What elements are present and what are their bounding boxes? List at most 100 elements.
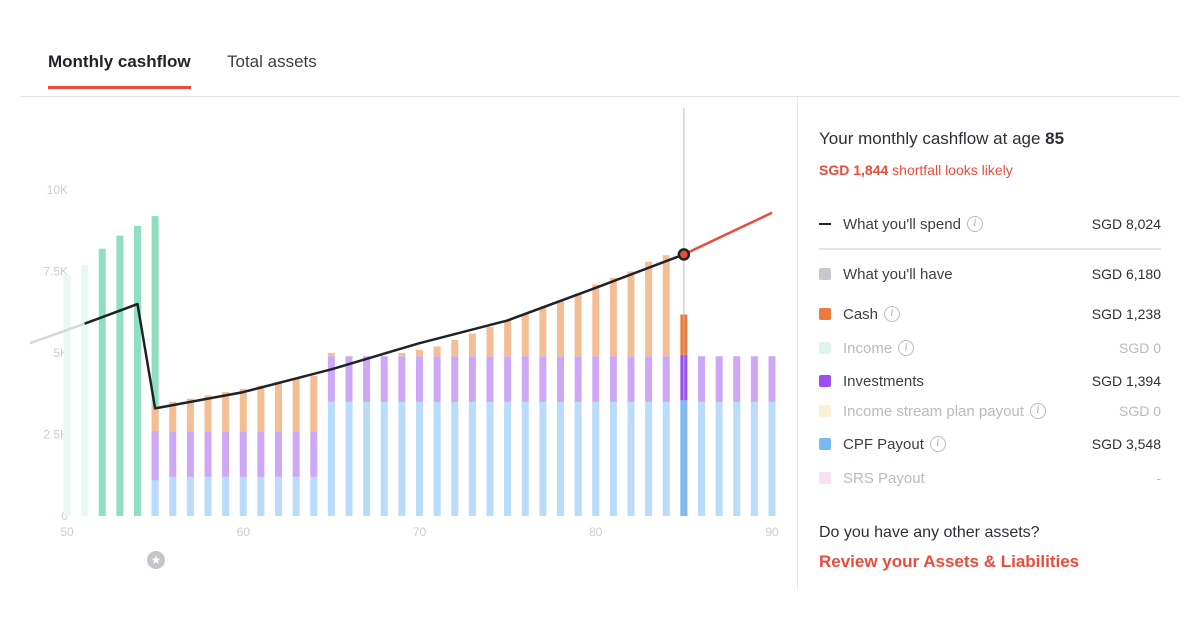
cpf-payout-bar-segment[interactable] <box>645 401 653 516</box>
investments-bar-segment[interactable] <box>327 356 335 402</box>
investments-bar-segment[interactable] <box>380 356 388 402</box>
investments-bar-segment[interactable] <box>222 431 230 477</box>
cash-bar-segment[interactable] <box>151 405 159 432</box>
investments-bar-segment[interactable] <box>169 431 177 477</box>
investments-bar-segment[interactable] <box>609 356 617 402</box>
cpf-payout-bar-segment[interactable] <box>574 401 582 516</box>
cash-bar-segment[interactable] <box>186 398 194 432</box>
investments-bar-segment[interactable] <box>768 356 776 402</box>
cpf-payout-bar-segment[interactable] <box>521 401 529 516</box>
investments-bar-segment[interactable] <box>451 356 459 402</box>
cash-bar-segment[interactable] <box>327 353 335 357</box>
investments-bar-segment[interactable] <box>627 356 635 402</box>
investments-bar-segment[interactable] <box>151 431 159 481</box>
cpf-payout-bar-segment[interactable] <box>416 401 423 516</box>
cash-bar-segment[interactable] <box>486 326 494 357</box>
cpf-payout-bar-segment[interactable] <box>239 476 247 516</box>
investments-bar-segment[interactable] <box>574 356 582 402</box>
investments-bar-segment[interactable] <box>416 356 423 402</box>
cpf-payout-bar-segment[interactable] <box>468 401 476 516</box>
cpf-payout-bar-segment[interactable] <box>433 401 441 516</box>
tab-monthly-cashflow[interactable]: Monthly cashflow <box>48 52 191 89</box>
income-bar[interactable] <box>63 274 71 516</box>
cash-bar-segment[interactable] <box>539 307 547 357</box>
income-bar[interactable] <box>151 216 159 516</box>
income-bar[interactable] <box>81 264 89 516</box>
cash-bar-segment[interactable] <box>292 379 300 432</box>
selected-age-marker[interactable] <box>677 248 691 261</box>
cash-bar-segment[interactable] <box>433 346 441 357</box>
cpf-payout-bar-segment[interactable] <box>186 476 194 516</box>
cash-bar-segment[interactable] <box>645 261 653 357</box>
cpf-payout-bar-segment[interactable] <box>733 401 741 516</box>
investments-bar-segment[interactable] <box>292 431 300 477</box>
investments-bar-segment[interactable] <box>645 356 653 402</box>
investments-bar-segment[interactable] <box>557 356 564 402</box>
investments-bar-segment[interactable] <box>662 356 670 402</box>
cash-bar-segment[interactable] <box>451 339 459 357</box>
tab-total-assets[interactable]: Total assets <box>227 52 317 71</box>
cash-bar-segment[interactable] <box>204 395 212 432</box>
cash-bar-segment[interactable] <box>557 300 564 357</box>
cash-bar-segment[interactable] <box>609 278 617 357</box>
investments-bar-segment[interactable] <box>310 431 318 477</box>
cash-bar-segment[interactable] <box>310 375 318 432</box>
info-icon[interactable]: i <box>929 436 946 452</box>
investments-bar-segment[interactable] <box>363 356 371 402</box>
cpf-payout-bar-segment[interactable] <box>363 401 371 516</box>
investments-bar-segment[interactable] <box>433 356 441 402</box>
cpf-payout-bar-segment[interactable] <box>750 401 758 516</box>
cash-bar-segment[interactable] <box>627 271 635 357</box>
cash-bar-segment[interactable] <box>257 385 265 432</box>
cpf-payout-bar-segment[interactable] <box>327 401 335 516</box>
info-icon[interactable]: i <box>898 340 915 356</box>
investments-bar-segment[interactable] <box>398 356 406 402</box>
investments-bar-segment[interactable] <box>733 356 741 402</box>
cpf-payout-bar-segment[interactable] <box>345 401 353 516</box>
cash-bar-segment[interactable] <box>521 313 529 357</box>
investments-bar-segment[interactable] <box>239 431 247 477</box>
cpf-payout-bar-segment[interactable] <box>662 401 670 516</box>
investments-bar-segment[interactable] <box>486 356 494 402</box>
investments-bar-segment[interactable] <box>750 356 758 402</box>
cpf-payout-bar-segment[interactable] <box>380 401 388 516</box>
cash-bar-segment[interactable] <box>169 401 177 432</box>
cpf-payout-bar-segment[interactable] <box>169 476 177 516</box>
cash-bar-segment[interactable] <box>592 284 600 357</box>
investments-bar-segment[interactable] <box>698 356 705 402</box>
investments-bar-segment[interactable] <box>257 431 265 477</box>
investments-bar-segment[interactable] <box>715 356 723 402</box>
cpf-payout-bar-segment[interactable] <box>292 476 300 516</box>
cpf-payout-bar-segment[interactable] <box>204 476 212 516</box>
cpf-payout-bar-segment[interactable] <box>451 401 459 516</box>
investments-bar-segment[interactable] <box>186 431 194 477</box>
cash-bar-segment[interactable] <box>468 333 476 357</box>
investments-bar-segment[interactable] <box>204 431 212 477</box>
cpf-payout-bar-segment[interactable] <box>768 401 776 516</box>
cpf-payout-bar-segment[interactable] <box>627 401 635 516</box>
income-bar[interactable] <box>134 225 141 517</box>
cpf-payout-bar-segment[interactable] <box>275 476 282 516</box>
cash-bar-segment[interactable] <box>662 255 670 357</box>
info-icon[interactable]: i <box>966 216 983 232</box>
info-icon[interactable]: i <box>1029 403 1046 419</box>
investments-bar-segment[interactable] <box>504 356 512 402</box>
info-icon[interactable]: i <box>884 306 901 322</box>
income-bar[interactable] <box>98 248 106 516</box>
investments-bar-segment[interactable] <box>275 431 282 477</box>
cpf-payout-bar-segment[interactable] <box>715 401 723 516</box>
review-assets-link[interactable]: Review your Assets & Liabilities <box>819 552 1080 571</box>
cpf-payout-bar-segment[interactable] <box>257 476 265 516</box>
cpf-payout-bar-segment[interactable] <box>609 401 617 516</box>
cpf-payout-bar-segment[interactable] <box>222 476 230 516</box>
cash-bar-segment[interactable] <box>275 382 282 432</box>
investments-bar-segment[interactable] <box>345 356 353 402</box>
cpf-payout-bar-segment[interactable] <box>592 401 600 516</box>
milestone-star-icon[interactable]: ★ <box>147 551 165 569</box>
cpf-payout-bar-segment[interactable] <box>557 401 564 516</box>
cpf-payout-bar-segment[interactable] <box>698 401 705 516</box>
investments-bar-segment[interactable] <box>539 356 547 402</box>
cash-bar-segment[interactable] <box>222 392 230 432</box>
income-bar[interactable] <box>116 235 124 516</box>
